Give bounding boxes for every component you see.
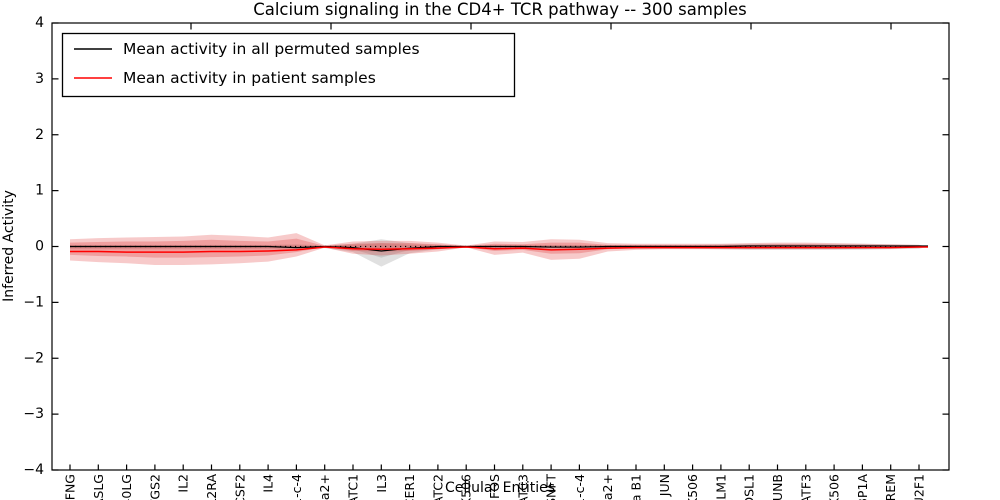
y-tick-label: −2 xyxy=(23,350,44,366)
x-tick-label: JunB/Fra1/NFAT1-c-4 xyxy=(572,474,587,500)
x-tick-label: NFATC2 xyxy=(430,474,445,500)
x-tick-label: BATF3 xyxy=(798,474,813,500)
x-tick-label: AP-1/NFAT1-c-4 xyxy=(289,474,304,500)
x-axis-label: Cellular Entities xyxy=(445,480,555,496)
x-tick-label: mol:Ca2+ xyxy=(317,474,332,500)
y-tick-label: 3 xyxy=(35,71,44,87)
x-tick-label: NFATC3 xyxy=(515,474,530,500)
x-tick-label: CSF2 xyxy=(232,474,247,500)
x-tick-label: JUNB xyxy=(770,474,785,500)
x-tick-label: CaM/Ca2+/Calcineurin A alpha-beta B1 xyxy=(629,474,644,500)
legend-label-patient: Mean activity in patient samples xyxy=(123,69,376,87)
y-tick-label: 0 xyxy=(35,239,44,255)
y-tick-label: 4 xyxy=(35,15,44,31)
y-tick-label: 2 xyxy=(35,127,44,143)
x-tick-label: IL2 xyxy=(176,474,191,493)
y-tick-label: −4 xyxy=(23,462,44,478)
x-tick-label: Calcineurin A alpha-beta B1/FKBP12/FK506 xyxy=(685,474,700,500)
legend-box xyxy=(61,32,516,98)
plot-area: 4 3 2 1 0 −1 −2 −3 −4 IFNG FASLG CD40LG PTGS2 IL2 IL2R… xyxy=(23,15,949,500)
x-tick-label: FKBP1A xyxy=(855,474,870,500)
y-axis-label: Inferred Activity xyxy=(1,190,17,302)
x-tick-label: mol:FK506 xyxy=(459,474,474,500)
x-tick-label: FOSL1 xyxy=(742,474,757,500)
chart-title: Calcium signaling in the CD4+ TCR pathwa… xyxy=(253,0,747,19)
axes-frame xyxy=(51,22,950,471)
x-tick-label: IL2RA xyxy=(204,474,219,500)
x-tick-label: FOS xyxy=(487,474,502,499)
permuted-mean-line xyxy=(70,245,928,252)
x-tick-label: CREM xyxy=(883,474,898,500)
x-tick-label: NFATC1 xyxy=(346,474,361,500)
x-tick-label: IL4 xyxy=(261,474,276,493)
x-tick-label: Jun/NFAT1-c-4/p21SNFT xyxy=(544,474,559,500)
y-tick-label: 1 xyxy=(35,183,44,199)
x-tick-label: IL3 xyxy=(374,474,389,493)
x-tick-label: CALM1 xyxy=(713,474,728,500)
x-tick-label: CaM/Ca2+ xyxy=(600,474,615,500)
legend: Mean activity in all permuted samples Me… xyxy=(61,32,516,98)
x-tick-label: PTGS2 xyxy=(147,474,162,500)
x-tick-label: FASLG xyxy=(91,474,106,500)
x-tick-label: JUN xyxy=(657,474,672,497)
x-tick-label: NFAT1-c-4/ICER1 xyxy=(402,474,417,500)
legend-label-permuted: Mean activity in all permuted samples xyxy=(123,40,420,58)
x-tick-label: FKBP12/FK506 xyxy=(827,474,842,500)
x-tick-label: IFNG xyxy=(63,474,78,500)
x-tick-label: POU2F1 xyxy=(912,474,927,500)
patient-mean-line xyxy=(70,246,928,253)
x-tick-label: CD40LG xyxy=(119,474,134,500)
y-tick-label: −3 xyxy=(23,406,44,422)
y-tick-label: −1 xyxy=(23,294,44,310)
